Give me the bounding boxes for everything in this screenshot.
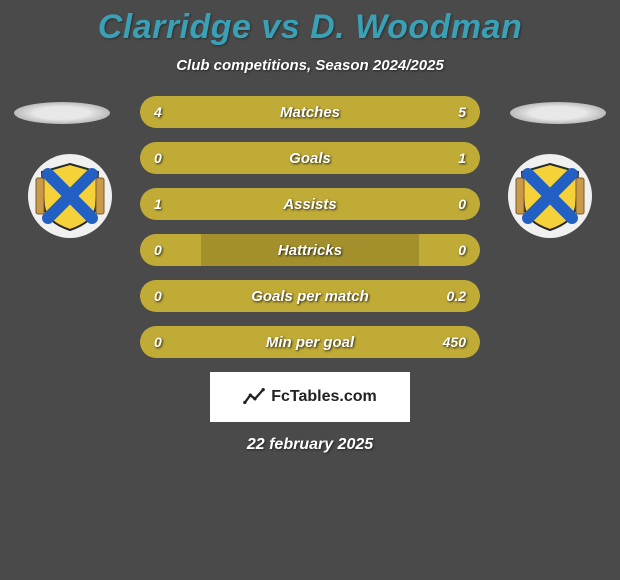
avatar-shadow-left <box>14 102 110 124</box>
bar-row: 00Hattricks <box>140 234 480 266</box>
shield-saltire-icon <box>510 156 590 236</box>
bar-row: 01Goals <box>140 142 480 174</box>
page-subtitle: Club competitions, Season 2024/2025 <box>0 57 620 74</box>
bar-row: 45Matches <box>140 96 480 128</box>
bar-fill-left <box>140 234 201 266</box>
bar-fill-left <box>140 280 181 312</box>
bar-fill-left <box>140 96 290 128</box>
crest-right-icon <box>508 154 592 238</box>
bar-fill-left <box>140 188 419 220</box>
avatar-shadow-right <box>510 102 606 124</box>
bar-fill-right <box>419 234 480 266</box>
avatar-right <box>508 154 592 238</box>
bars-container: 45Matches 01Goals 10Assists 00Hattricks 00.2… <box>140 94 480 358</box>
avatar-left <box>28 154 112 238</box>
crest-left-icon <box>28 154 112 238</box>
bar-row: 10Assists <box>140 188 480 220</box>
bar-fill-left <box>140 142 201 174</box>
shield-saltire-icon <box>30 156 110 236</box>
bar-fill-left <box>140 326 181 358</box>
chart-line-icon <box>243 386 265 408</box>
page-title: Clarridge vs D. Woodman <box>0 0 620 47</box>
comparison-chart: 45Matches 01Goals 10Assists 00Hattricks 00.2… <box>0 94 620 358</box>
bar-row: 0450Min per goal <box>140 326 480 358</box>
bar-fill-right <box>201 142 480 174</box>
branding-badge: FcTables.com <box>210 372 410 422</box>
bar-row: 00.2Goals per match <box>140 280 480 312</box>
bar-fill-right <box>290 96 480 128</box>
bar-fill-right <box>419 188 480 220</box>
bar-fill-right <box>181 326 480 358</box>
branding-text: FcTables.com <box>271 388 377 406</box>
bar-fill-right <box>181 280 480 312</box>
date-label: 22 february 2025 <box>0 436 620 454</box>
